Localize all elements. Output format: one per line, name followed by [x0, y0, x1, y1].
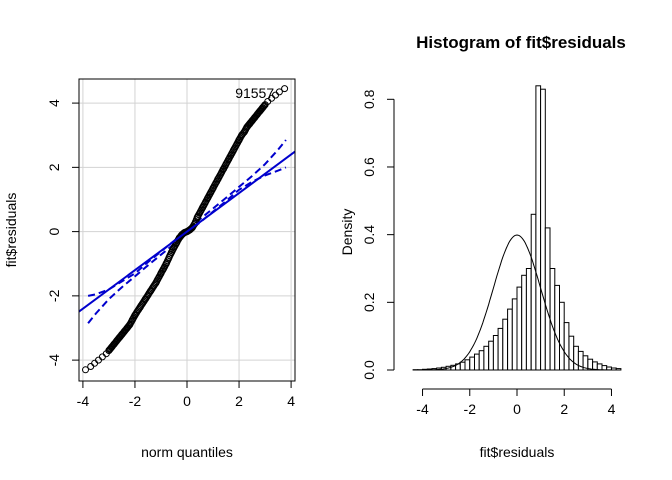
qq-x-tick-label: 4 — [287, 393, 295, 409]
histogram-x-tick-label: -2 — [464, 401, 477, 417]
qq-x-tick-label: -2 — [129, 393, 142, 409]
histogram-bar — [568, 335, 575, 371]
qq-point — [260, 102, 268, 110]
histogram-bar — [474, 353, 480, 371]
histogram-bar — [535, 85, 542, 371]
qq-point — [91, 359, 99, 367]
histogram-bar — [573, 345, 579, 371]
histogram-bar — [549, 268, 556, 371]
histogram-panel: Histogram of fit$residuals -4 -2 0 2 4 0.00.… — [339, 33, 626, 460]
histogram-bar — [488, 340, 494, 371]
qq-y-tick-label: 0 — [46, 228, 62, 236]
qq-point — [87, 363, 95, 370]
histogram-bar — [502, 318, 508, 371]
histogram-x-axis: -4 -2 0 2 4 — [416, 388, 616, 417]
histogram-bar — [521, 274, 527, 371]
normal-density-curve — [415, 234, 619, 371]
histogram-bar — [525, 268, 532, 371]
qq-x-axis: -4 -2 0 2 4 — [77, 380, 295, 409]
histogram-bar — [469, 356, 475, 371]
histogram-bar — [544, 227, 551, 371]
qq-y-axis-label: fit$residuals — [3, 193, 19, 268]
histogram-bar — [459, 361, 466, 371]
qq-reference-line-segment — [78, 150, 296, 313]
histogram-bar — [492, 335, 499, 371]
histogram-bar — [563, 322, 570, 371]
histogram-bar — [540, 88, 546, 371]
histogram-bar — [554, 284, 560, 371]
histogram-y-tick-label: 0.4 — [361, 225, 377, 245]
histogram-y-tick-label: 0.0 — [361, 360, 377, 380]
histogram-bars — [412, 85, 622, 371]
qq-x-tick-label: -4 — [77, 393, 90, 409]
qq-y-axis: -4 -2 0 2 4 — [46, 99, 80, 367]
histogram-title: Histogram of fit$residuals — [416, 33, 626, 52]
qq-envelope-upper — [87, 139, 287, 297]
qq-point — [275, 88, 283, 96]
histogram-x-tick-label: -4 — [416, 401, 429, 417]
qq-x-tick-label: 0 — [183, 393, 191, 409]
qq-points — [82, 85, 289, 374]
histogram-y-tick-label: 0.8 — [361, 89, 377, 109]
histogram-x-tick-label: 2 — [560, 401, 568, 417]
qq-x-tick-label: 2 — [235, 393, 243, 409]
histogram-x-tick-label: 4 — [608, 401, 616, 417]
qq-point — [261, 101, 269, 109]
histogram-bar — [559, 301, 565, 371]
qq-y-tick-label: -2 — [46, 289, 62, 302]
histogram-bar — [478, 350, 485, 371]
qq-point — [281, 85, 289, 93]
histogram-bar — [483, 345, 490, 371]
qq-reference-line — [78, 150, 296, 313]
histogram-bar — [464, 359, 471, 371]
histogram-bar — [516, 286, 523, 371]
histogram-y-tick-label: 0.2 — [361, 292, 377, 312]
qq-point — [124, 322, 132, 330]
qq-outlier-label: 91557 — [235, 85, 274, 101]
qq-y-tick-label: 2 — [46, 163, 62, 171]
histogram-y-axis-label: Density — [339, 209, 355, 256]
qq-point — [82, 366, 89, 374]
qq-y-tick-label: 4 — [46, 99, 62, 107]
histogram-x-axis-label: fit$residuals — [480, 444, 555, 460]
qq-point — [260, 103, 267, 111]
qq-y-tick-label: -4 — [46, 354, 62, 367]
histogram-bar — [507, 308, 513, 371]
histogram-bar — [596, 363, 603, 371]
histogram-bar — [511, 298, 518, 371]
histogram-bar — [497, 327, 504, 371]
histogram-y-axis: 0.0 0.2 0.4 0.6 0.8 — [361, 89, 395, 380]
qq-point — [98, 353, 106, 361]
qq-plot-panel: -4 -2 0 2 4 -4 -2 0 2 4 91557 norm quantiles fit… — [3, 78, 296, 460]
histogram-x-tick-label: 0 — [513, 401, 521, 417]
histogram-bar — [530, 213, 537, 371]
qq-x-axis-label: norm quantiles — [141, 444, 233, 460]
qq-gridlines — [79, 79, 295, 381]
histogram-y-tick-label: 0.6 — [361, 157, 377, 177]
